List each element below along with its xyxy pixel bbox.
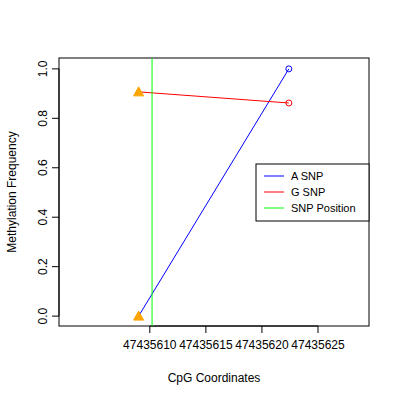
y-tick-label: 0.6	[36, 159, 50, 176]
x-tick-label: 47435610	[123, 338, 177, 352]
legend-swatch	[264, 208, 284, 209]
x-tick	[205, 326, 206, 333]
y-axis-label: Methylation Frequency	[5, 131, 19, 252]
y-tick-label: 0.2	[36, 258, 50, 275]
y-tick	[52, 316, 59, 317]
legend-label: SNP Position	[291, 202, 356, 214]
point-circle	[286, 100, 292, 106]
plot-frame	[59, 58, 369, 326]
series-line	[139, 92, 289, 103]
x-tick-label: 47435625	[291, 338, 345, 352]
x-tick	[317, 326, 318, 333]
series-line	[139, 69, 289, 316]
y-tick	[52, 266, 59, 267]
x-axis-label: CpG Coordinates	[168, 371, 261, 385]
chart: 47435610474356154743562047435625 0.0 0.2 0.…	[0, 0, 400, 400]
x-tick	[261, 326, 262, 333]
x-tick-label: 47435615	[179, 338, 233, 352]
plot-marks	[134, 58, 292, 326]
y-tick-label: 1.0	[36, 60, 50, 77]
snp-position-line	[152, 58, 153, 326]
y-tick	[52, 118, 59, 119]
point-triangle	[134, 311, 144, 320]
legend-label: A SNP	[291, 170, 323, 182]
y-tick-label: 0.8	[36, 110, 50, 127]
point-triangle	[134, 87, 144, 96]
x-tick-label: 47435620	[235, 338, 289, 352]
y-tick-label: 0.0	[36, 307, 50, 324]
legend-swatch	[264, 176, 284, 177]
legend-swatch	[264, 192, 284, 193]
legend-box	[256, 164, 369, 221]
legend-label: G SNP	[291, 186, 325, 198]
y-tick	[52, 217, 59, 218]
y-tick	[52, 68, 59, 69]
point-circle	[286, 66, 292, 72]
chart-root: 47435610474356154743562047435625 0.0 0.2 0.…	[0, 0, 400, 400]
y-tick	[52, 167, 59, 168]
x-tick	[149, 326, 150, 333]
y-tick-label: 0.4	[36, 209, 50, 226]
